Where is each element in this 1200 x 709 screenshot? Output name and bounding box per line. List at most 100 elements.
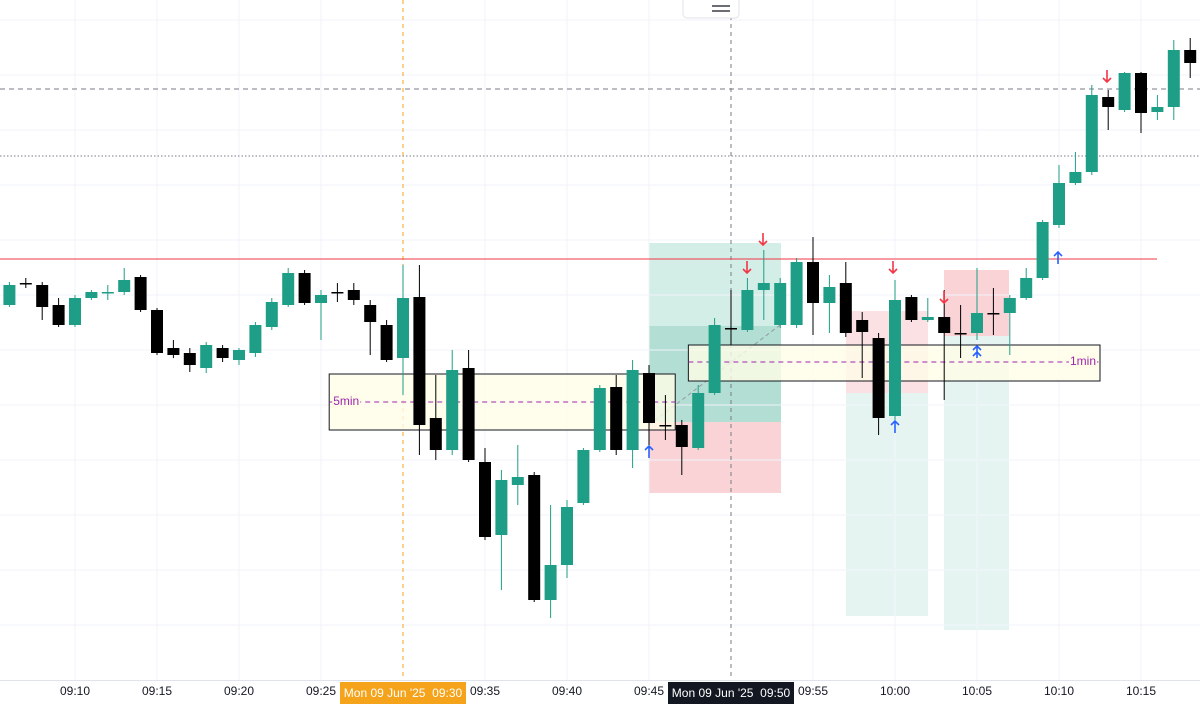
- candle: [413, 265, 426, 455]
- candle: [610, 375, 623, 455]
- candle-body: [872, 338, 885, 418]
- crosshair-label-bg: [668, 682, 794, 704]
- candle: [1102, 90, 1115, 130]
- candle-body: [364, 305, 377, 322]
- candle: [741, 278, 754, 332]
- candle-body: [413, 297, 426, 425]
- candle-body: [938, 317, 951, 333]
- candle: [249, 322, 262, 357]
- candle-body: [774, 283, 787, 325]
- candle-body: [52, 305, 65, 325]
- candle: [183, 348, 196, 372]
- short-target-zone: [846, 393, 928, 616]
- candle: [69, 295, 81, 327]
- candle-body: [298, 273, 311, 303]
- candle: [36, 282, 49, 320]
- crosshair-time-label: Mon 09 Jun '25 09:50: [672, 686, 791, 700]
- candle: [544, 505, 557, 618]
- candle-body: [954, 333, 967, 335]
- candle: [282, 268, 295, 307]
- candle-body: [1020, 278, 1033, 298]
- candle-body: [3, 285, 16, 305]
- zone-label: 5min: [333, 394, 359, 408]
- candle-body: [397, 298, 409, 358]
- candle: [577, 448, 590, 505]
- candle-body: [1085, 95, 1098, 172]
- candle: [659, 395, 672, 440]
- long-stop-zone: [649, 422, 781, 493]
- candle-body: [905, 297, 918, 320]
- candle: [921, 298, 934, 322]
- x-tick-label: 10:00: [880, 684, 910, 698]
- x-tick-label: 09:35: [470, 684, 500, 698]
- x-tick-label: 09:25: [306, 684, 336, 698]
- candle: [790, 258, 803, 328]
- candle: [971, 268, 983, 340]
- candle-body: [1184, 50, 1197, 63]
- candle-body: [1003, 298, 1016, 313]
- candle-body: [183, 353, 196, 365]
- x-tick-label: 09:10: [60, 684, 90, 698]
- candle-body: [921, 317, 934, 320]
- candle: [643, 365, 655, 445]
- candle-body: [889, 300, 901, 416]
- candle-body: [429, 418, 442, 450]
- candle: [593, 385, 606, 452]
- candle-body: [725, 328, 737, 330]
- candle: [708, 318, 721, 395]
- candle: [151, 308, 163, 355]
- candle-body: [1151, 107, 1164, 112]
- sell-arrow: [1102, 70, 1112, 84]
- candle-body: [544, 565, 557, 600]
- candle-body: [807, 262, 819, 303]
- candle-body: [577, 450, 590, 503]
- sell-arrow: [758, 233, 768, 247]
- candle-body: [462, 368, 475, 460]
- candle: [446, 350, 459, 455]
- candle: [347, 283, 360, 305]
- candle-body: [839, 283, 852, 333]
- candle: [1167, 40, 1180, 120]
- candle: [200, 342, 213, 373]
- x-tick-label: 10:15: [1126, 684, 1156, 698]
- candle: [1036, 220, 1049, 280]
- candle-body: [692, 393, 705, 448]
- candle-body: [249, 325, 262, 353]
- x-tick-label: 09:20: [224, 684, 254, 698]
- floating-toolbar[interactable]: [682, 0, 740, 19]
- candle: [725, 290, 737, 345]
- crosshair-label-bg: [340, 682, 466, 704]
- signal-arrows: [644, 70, 1112, 458]
- candle: [954, 305, 967, 358]
- candle: [380, 320, 393, 362]
- candle: [331, 283, 344, 302]
- candle: [823, 275, 836, 333]
- candle: [1118, 72, 1131, 112]
- candle: [528, 472, 541, 602]
- candle-body: [380, 325, 393, 360]
- toolbar-widget[interactable]: [682, 0, 740, 19]
- candle: [626, 360, 639, 468]
- candle: [1069, 152, 1082, 185]
- candle: [807, 237, 819, 335]
- candle: [511, 445, 524, 505]
- sell-arrow: [888, 261, 898, 275]
- candle-body: [1135, 73, 1147, 113]
- candle: [167, 340, 180, 358]
- candle-body: [610, 387, 623, 450]
- candle-body: [347, 290, 360, 300]
- candle: [298, 270, 311, 305]
- candle-body: [1069, 172, 1082, 183]
- candle-body: [1102, 97, 1115, 107]
- candle-body: [593, 388, 606, 450]
- candle: [1135, 72, 1147, 133]
- candle-body: [85, 292, 98, 298]
- candle: [3, 282, 16, 307]
- candle: [774, 278, 787, 328]
- x-tick-label: 10:05: [962, 684, 992, 698]
- toolbar-icon[interactable]: [712, 5, 730, 12]
- plot: 5min 1min: [0, 38, 1200, 618]
- candle: [987, 288, 1000, 335]
- candle-body: [331, 292, 344, 294]
